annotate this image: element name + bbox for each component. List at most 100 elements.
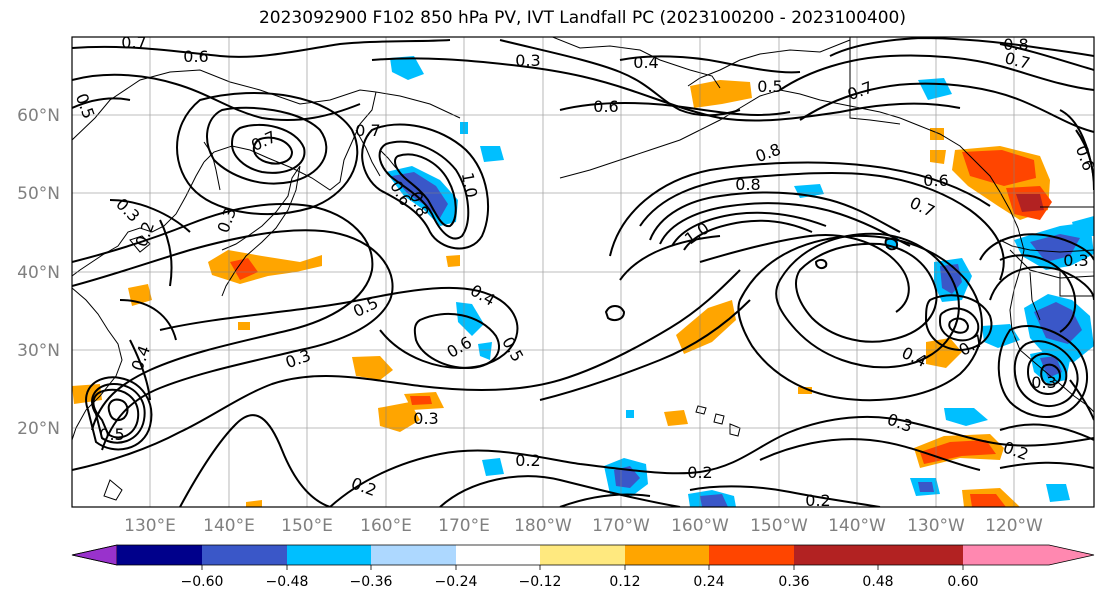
pv-contour — [1040, 363, 1062, 386]
anomaly-patch — [208, 250, 322, 284]
contour-label: 0.6 — [183, 47, 208, 66]
colorbar-tick-label: −0.12 — [519, 574, 562, 590]
pv-contour — [737, 234, 983, 402]
pv-contour — [439, 475, 681, 507]
lat-label: 60°N — [17, 106, 60, 126]
colorbar-extend-min — [71, 544, 118, 566]
contour-label: 0.2 — [805, 491, 830, 510]
contour-label: 0.3 — [515, 51, 540, 70]
anomaly-patch — [446, 255, 460, 267]
pv-contour — [72, 203, 374, 431]
lon-label: 140°W — [828, 516, 886, 536]
contour-label: 0.3 — [413, 409, 438, 428]
anomaly-patch — [410, 396, 432, 405]
contour-label: 0.7 — [121, 33, 146, 52]
negative-anomaly-patches — [386, 56, 1094, 507]
pv-contour — [619, 235, 721, 281]
anomaly-patch — [690, 80, 752, 108]
anomaly-patch — [930, 150, 946, 164]
map-border — [71, 36, 1095, 508]
coastline — [713, 413, 725, 425]
colorbar-ticks — [201, 565, 964, 570]
contour-label: 0.5 — [99, 425, 124, 444]
anomaly-patch — [970, 494, 1006, 507]
pv-contour — [109, 199, 191, 233]
pv-contour — [91, 382, 146, 444]
coastline — [729, 423, 741, 437]
colorbar-tick-label: 0.24 — [693, 574, 724, 590]
anomaly-patch — [456, 302, 484, 336]
anomaly-patch — [1016, 194, 1044, 212]
coastline — [1059, 270, 1094, 297]
anomaly-patch — [930, 128, 944, 140]
pv-contour — [1026, 353, 1068, 396]
lon-label: 170°W — [592, 516, 650, 536]
lon-label: 170°E — [438, 516, 490, 536]
pv-contour — [72, 73, 361, 121]
contour-label: 0.6 — [923, 171, 948, 190]
colorbar-outline — [71, 544, 1095, 566]
pv-contour — [206, 106, 328, 185]
anomaly-patch — [664, 410, 688, 426]
pv-contour — [539, 299, 751, 401]
anomaly-patch — [1034, 302, 1082, 344]
contour-label: 0.2 — [687, 463, 712, 482]
coastline — [695, 405, 707, 415]
colorbar-segment — [709, 545, 794, 565]
pv-contour — [329, 415, 1094, 507]
colorbar-segment — [625, 545, 709, 565]
pv-contour — [129, 339, 151, 401]
lon-label: 120°W — [985, 516, 1043, 536]
pv-contour — [948, 317, 970, 334]
pv-contour — [119, 299, 177, 341]
pv-contour — [999, 423, 1094, 441]
coastline — [72, 287, 123, 441]
lon-label: 150°E — [281, 516, 333, 536]
gridlines — [72, 37, 1094, 507]
colorbar-tick-label: −0.60 — [181, 574, 224, 590]
pv-contour — [989, 266, 1094, 301]
pv-contour — [72, 229, 394, 451]
anomaly-patch — [1040, 356, 1062, 378]
pv-contour — [413, 313, 500, 370]
coastline — [379, 149, 397, 169]
contour-label: 0.7 — [355, 121, 380, 140]
coastline — [72, 69, 377, 141]
pv-contour — [795, 242, 938, 343]
coastline — [221, 165, 301, 297]
pv-contour — [999, 43, 1094, 71]
lat-label: 20°N — [17, 419, 60, 439]
colorbar-segment — [456, 545, 540, 565]
anomaly-patch — [918, 482, 934, 492]
pv-contour — [829, 37, 1094, 57]
pv-contour — [639, 171, 1005, 281]
anomaly-patch — [482, 458, 504, 476]
pv-contour — [999, 461, 1094, 469]
coastline — [999, 239, 1094, 253]
colorbar-tick-label: 0.36 — [778, 574, 809, 590]
pv-contour — [779, 54, 1094, 91]
coastline — [355, 129, 381, 177]
coastline — [203, 91, 377, 191]
lon-label: 140°E — [203, 516, 255, 536]
contour-label: 0.5 — [757, 77, 782, 96]
colorbar-tick-label: −0.48 — [266, 574, 309, 590]
pv-contour — [179, 414, 331, 507]
anomaly-patch — [676, 300, 736, 354]
pv-contour — [997, 325, 1089, 418]
colorbar: −0.60 −0.48 −0.36 −0.24 −0.12 0.12 0.24 … — [71, 544, 1095, 590]
pv-contour — [1069, 379, 1094, 421]
pv-contour — [72, 39, 451, 58]
pv-contour — [604, 305, 626, 321]
coastline — [687, 39, 851, 87]
pv-contour — [609, 161, 991, 257]
pv-contour — [499, 39, 741, 117]
coastline — [1009, 249, 1094, 279]
anomaly-patch — [478, 342, 492, 360]
anomaly-patch — [230, 258, 258, 280]
pv-contour — [689, 485, 881, 507]
pv-contour — [979, 233, 1094, 261]
anomaly-patch — [238, 322, 250, 330]
lat-label: 40°N — [17, 263, 60, 283]
